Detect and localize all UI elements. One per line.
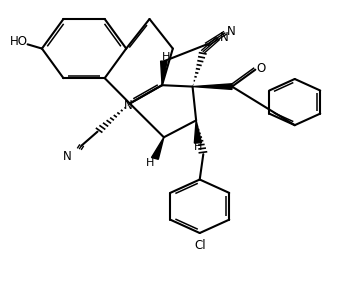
Text: H: H xyxy=(194,142,202,152)
Text: N: N xyxy=(123,99,132,112)
Text: N: N xyxy=(219,31,228,44)
Polygon shape xyxy=(161,61,167,85)
Text: N: N xyxy=(63,151,71,164)
Polygon shape xyxy=(193,84,232,89)
Text: H: H xyxy=(162,52,171,62)
Text: Cl: Cl xyxy=(194,239,206,252)
Text: O: O xyxy=(257,62,266,75)
Text: H: H xyxy=(146,158,154,168)
Text: HO: HO xyxy=(10,35,28,48)
Polygon shape xyxy=(194,120,202,143)
Polygon shape xyxy=(152,137,164,159)
Text: N: N xyxy=(227,25,236,38)
